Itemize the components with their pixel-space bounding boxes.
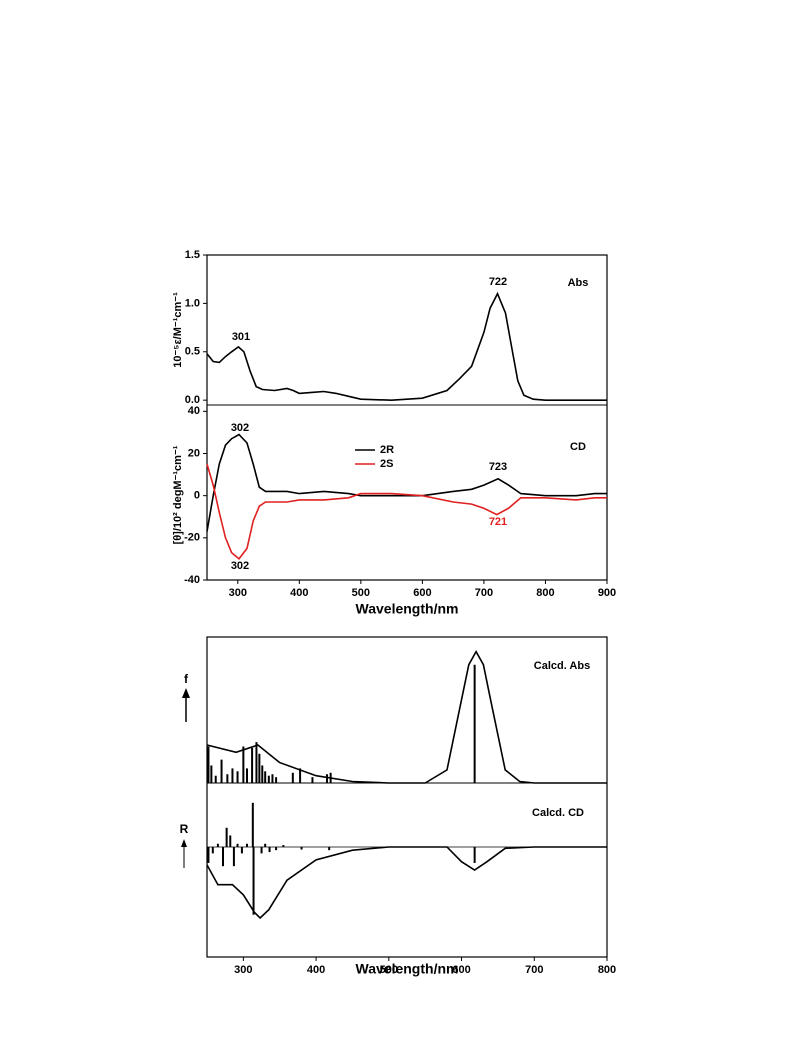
y-tick-label: 0 bbox=[194, 490, 200, 502]
y-axis-label: 10⁻⁵ε/M⁻¹cm⁻¹ bbox=[172, 292, 184, 368]
x-axis-label: Wavelength/nm bbox=[356, 601, 459, 617]
x-tick-label: 500 bbox=[380, 964, 398, 976]
y-tick-label: 20 bbox=[188, 447, 200, 459]
legend-label: 2S bbox=[380, 458, 393, 470]
y-tick-label: 1.5 bbox=[185, 249, 200, 261]
panel-label: Calcd. Abs bbox=[534, 660, 590, 672]
x-tick-label: 400 bbox=[290, 587, 308, 599]
y-axis-label: f bbox=[184, 672, 189, 686]
f-arrowhead bbox=[182, 688, 190, 698]
x-axis-label: Wavelength/nm bbox=[356, 961, 459, 977]
panel-label: Calcd. CD bbox=[532, 807, 584, 819]
series-line bbox=[206, 649, 607, 784]
x-tick-label: 300 bbox=[234, 964, 252, 976]
x-tick-label: 800 bbox=[536, 587, 554, 599]
y-tick-label: 40 bbox=[188, 405, 200, 417]
annotation: 301 bbox=[232, 331, 250, 343]
annotation: 302 bbox=[231, 560, 249, 572]
x-tick-label: 500 bbox=[352, 587, 370, 599]
y-tick-label: -20 bbox=[184, 532, 200, 544]
series-line bbox=[206, 433, 607, 532]
r-arrowhead bbox=[181, 839, 187, 847]
x-tick-label: 600 bbox=[413, 587, 431, 599]
x-tick-label: 700 bbox=[525, 964, 543, 976]
y-axis-label: [θ]/10² degM⁻¹cm⁻¹ bbox=[172, 445, 184, 544]
bottom-frame bbox=[206, 636, 608, 958]
x-tick-label: 300 bbox=[229, 587, 247, 599]
x-tick-label: 700 bbox=[475, 587, 493, 599]
y-tick-label: 1.0 bbox=[185, 297, 200, 309]
x-tick-label: 600 bbox=[452, 964, 470, 976]
panel-label: CD bbox=[570, 441, 586, 453]
annotation: 722 bbox=[489, 276, 507, 288]
y-tick-label: 0.5 bbox=[185, 346, 200, 358]
series-line bbox=[206, 846, 607, 920]
annotation: 302 bbox=[231, 422, 249, 434]
panel-label: Abs bbox=[568, 277, 589, 289]
x-tick-label: 800 bbox=[598, 964, 616, 976]
y-tick-label: 0.0 bbox=[185, 394, 200, 406]
series-line bbox=[206, 291, 607, 402]
y-axis-label: R bbox=[180, 822, 189, 836]
legend-label: 2R bbox=[380, 444, 394, 456]
series-line bbox=[206, 463, 607, 561]
annotation: 723 bbox=[489, 461, 507, 473]
annotation: 721 bbox=[489, 516, 507, 528]
x-tick-label: 400 bbox=[307, 964, 325, 976]
y-tick-label: -40 bbox=[184, 574, 200, 586]
x-tick-label: 900 bbox=[598, 587, 616, 599]
top-frame bbox=[206, 254, 608, 581]
